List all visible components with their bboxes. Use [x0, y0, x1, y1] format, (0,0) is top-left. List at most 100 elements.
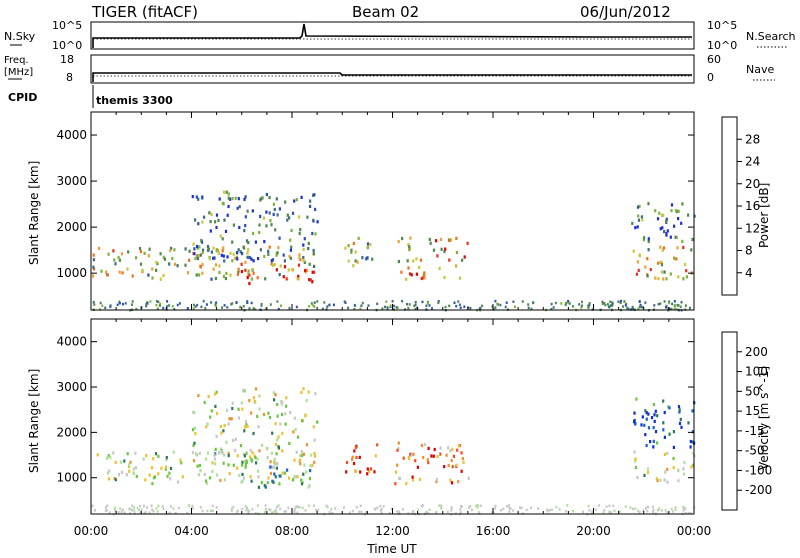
data-cell: [227, 454, 230, 458]
data-cell: [423, 442, 426, 447]
data-cell: [659, 227, 662, 231]
data-cell: [105, 509, 108, 512]
freq-label-line1: Freq.: [4, 55, 29, 66]
data-cell: [266, 456, 269, 460]
data-cell: [636, 225, 639, 229]
data-cell: [298, 231, 301, 236]
data-cell: [121, 508, 124, 511]
data-cell: [366, 242, 370, 246]
data-cell: [449, 478, 452, 482]
data-cell: [314, 392, 317, 396]
data-cell: [223, 190, 226, 194]
data-cell: [662, 246, 665, 250]
data-cell: [218, 270, 221, 275]
data-cell: [259, 197, 262, 201]
data-cell: [120, 510, 123, 514]
data-cell: [631, 221, 634, 225]
data-cell: [439, 237, 443, 241]
data-cell: [139, 511, 142, 514]
data-cell: [274, 442, 277, 447]
data-cell: [165, 456, 168, 460]
data-cell: [220, 253, 223, 257]
data-cell: [219, 425, 222, 429]
data-cell: [663, 230, 666, 234]
data-cell: [272, 212, 275, 216]
data-cell: [293, 474, 296, 479]
data-cell: [670, 507, 673, 511]
data-cell: [412, 452, 415, 456]
data-cell: [666, 467, 669, 471]
data-cell: [354, 469, 357, 473]
data-cell: [288, 476, 291, 480]
data-cell: [352, 241, 355, 246]
data-cell: [148, 511, 151, 514]
data-cell: [687, 511, 690, 515]
data-cell: [457, 444, 460, 448]
data-cell: [244, 425, 247, 429]
data-cell: [692, 463, 695, 467]
data-cell: [645, 411, 648, 415]
data-cell: [297, 263, 300, 267]
data-cell: [415, 257, 418, 261]
data-cell: [285, 404, 288, 408]
data-cell: [128, 507, 131, 511]
data-cell: [321, 307, 324, 311]
data-cell: [240, 262, 243, 266]
data-cell: [159, 277, 162, 281]
data-cell: [145, 302, 147, 306]
data-cell: [265, 192, 268, 197]
data-cell: [244, 420, 247, 424]
data-cell: [313, 193, 316, 197]
data-cell: [268, 508, 271, 511]
y-tick-label: 3000: [56, 380, 87, 394]
data-cell: [241, 460, 244, 464]
data-cell: [105, 270, 108, 274]
data-cell: [264, 504, 267, 507]
data-cell: [250, 458, 253, 462]
data-cell: [156, 510, 159, 513]
data-cell: [389, 304, 392, 307]
data-cell: [391, 300, 394, 303]
data-cell: [637, 214, 640, 218]
data-cell: [420, 276, 423, 281]
data-cell: [193, 247, 196, 251]
data-cell: [672, 430, 675, 434]
colorbar-tick-label: 8: [745, 244, 753, 258]
data-cell: [118, 258, 121, 262]
data-cell: [413, 304, 416, 308]
data-cell: [123, 459, 126, 463]
data-cell: [245, 508, 248, 512]
data-cell: [106, 504, 109, 507]
data-cell: [131, 300, 134, 303]
data-cell: [455, 463, 458, 467]
data-cell: [92, 265, 95, 269]
data-cell: [273, 460, 276, 464]
data-cell: [279, 507, 282, 510]
y-tick-label: 1000: [56, 266, 87, 280]
data-cell: [286, 213, 289, 217]
data-cell: [411, 475, 414, 479]
data-cell: [444, 305, 447, 309]
data-cell: [555, 505, 558, 509]
data-cell: [309, 199, 312, 203]
data-cell: [160, 466, 163, 470]
data-cell: [100, 269, 103, 273]
data-cell: [242, 476, 245, 480]
data-cell: [302, 387, 305, 391]
data-cell: [670, 307, 673, 311]
data-cell: [206, 509, 209, 513]
data-cell: [197, 253, 200, 258]
data-cell: [355, 506, 358, 509]
data-cell: [289, 411, 292, 415]
x-tick-label: 08:00: [275, 524, 310, 538]
data-cell: [150, 504, 153, 507]
data-cell: [302, 243, 305, 247]
data-cell: [162, 507, 165, 510]
data-cell: [245, 239, 249, 243]
data-cell: [129, 460, 132, 464]
data-cell: [637, 268, 640, 272]
data-cell: [149, 300, 152, 303]
data-cell: [431, 307, 433, 310]
data-cell: [668, 432, 671, 436]
data-cell: [476, 504, 479, 507]
